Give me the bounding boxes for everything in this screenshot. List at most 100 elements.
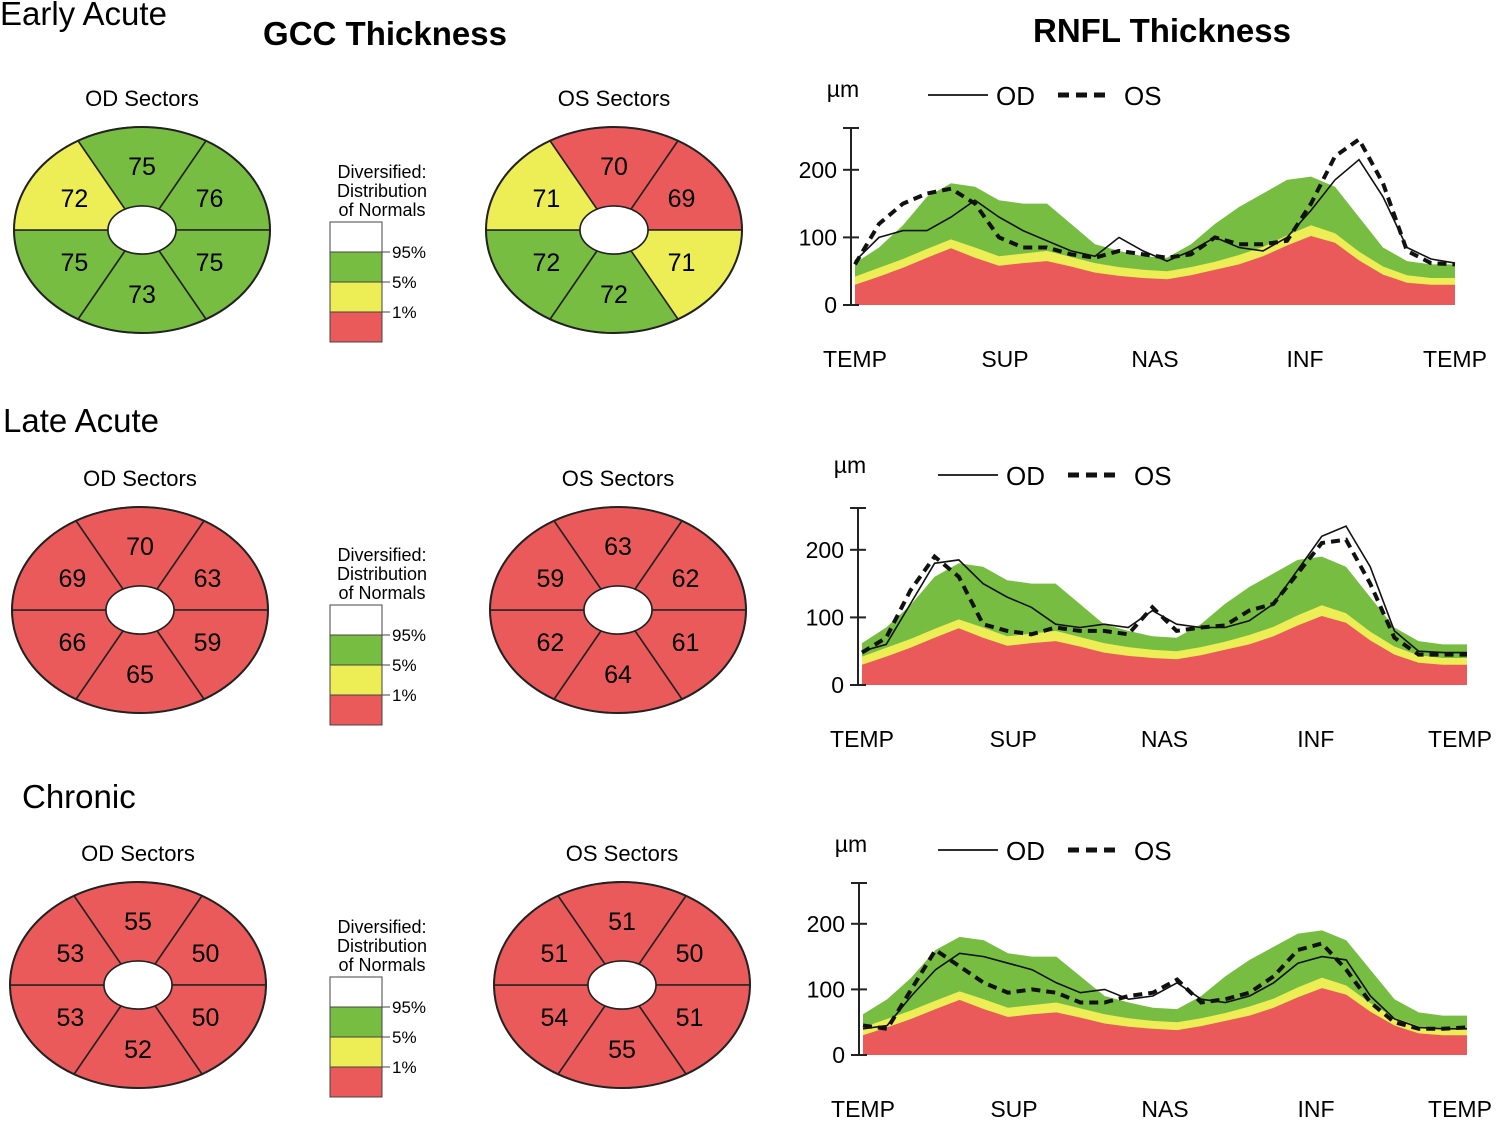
x-category-label: INF	[1286, 346, 1323, 372]
x-category-label: TEMP	[830, 726, 894, 752]
od-sector-value: 53	[57, 1004, 85, 1032]
od-sector-value: 52	[124, 1036, 152, 1064]
legend-swatch	[329, 694, 383, 726]
od-sector-value: 75	[61, 249, 89, 277]
legend-title-line: Distribution	[337, 564, 427, 584]
os-sectors-title-0: OS Sectors	[558, 86, 670, 111]
os-center-hole	[587, 960, 657, 1010]
legend-band-label: 1%	[392, 303, 417, 322]
series-line-os	[853, 136, 1456, 267]
os-sector-diagram-0: 70 69 71 72 72 71	[485, 126, 743, 334]
od-sector-value: 50	[192, 940, 220, 968]
x-category-label: TEMP	[1428, 1096, 1492, 1121]
os-sector-value: 72	[533, 249, 561, 277]
legend-band-label: 95%	[392, 998, 426, 1017]
od-center-hole	[105, 585, 175, 635]
legend-title-line: Diversified:	[337, 917, 426, 937]
x-category-label: TEMP	[831, 1096, 895, 1121]
series-line-od	[862, 952, 1467, 1030]
x-category-label: SUP	[990, 1096, 1037, 1121]
od-sector-value: 53	[57, 940, 85, 968]
y-tick-label: 200	[807, 911, 845, 937]
od-sector-outline	[9, 881, 267, 1089]
stage-label-0: Early Acute	[0, 0, 167, 32]
gcc-thickness-title: GCC Thickness	[263, 15, 507, 52]
rnfl-chart-2: 0 100 200 µm OD OS TEMP SUP NAS INF TEMP	[807, 831, 1492, 1121]
legend-od-label: OD	[1006, 461, 1045, 491]
os-sector-value: 70	[600, 153, 628, 181]
os-sector-value: 63	[604, 533, 632, 561]
od-sector-value: 63	[194, 565, 222, 593]
stage-label-1: Late Acute	[3, 402, 159, 439]
od-sector-value: 76	[196, 185, 224, 213]
od-sector-value: 55	[124, 908, 152, 936]
od-sector-value: 66	[59, 629, 87, 657]
legend-band-label: 5%	[392, 656, 417, 675]
legend-od-label: OD	[1006, 836, 1045, 866]
od-sector-diagram-1: 70 63 59 65 66 69	[11, 506, 269, 714]
legend-title-line: of Normals	[338, 200, 425, 220]
od-sector-value: 65	[126, 661, 154, 689]
os-sector-outline	[485, 126, 743, 334]
legend-title-line: of Normals	[338, 955, 425, 975]
y-axis-label: µm	[835, 831, 867, 857]
os-sector-value: 61	[672, 629, 700, 657]
rnfl-chart-0: 0 100 200 µm OD OS TEMP SUP NAS INF TEMP	[799, 76, 1487, 372]
legend-swatch	[329, 976, 383, 1008]
od-center-hole	[107, 205, 177, 255]
od-sector-diagram-0: 75 76 75 73 75 72	[13, 126, 271, 334]
legend-band-label: 5%	[392, 1028, 417, 1047]
od-sectors-title-2: OD Sectors	[81, 841, 195, 866]
os-sector-diagram-1: 63 62 61 64 62 59	[489, 506, 747, 714]
os-sectors-title-1: OS Sectors	[562, 466, 674, 491]
x-category-label: INF	[1297, 726, 1334, 752]
legend-band-label: 1%	[392, 1058, 417, 1077]
x-category-label: NAS	[1141, 1096, 1188, 1121]
rnfl-thickness-title: RNFL Thickness	[1033, 12, 1291, 49]
legend-swatch	[329, 1036, 383, 1068]
series-line-os	[860, 537, 1467, 657]
y-tick-label: 100	[806, 604, 844, 630]
od-sector-value: 69	[59, 565, 87, 593]
y-tick-label: 100	[807, 976, 845, 1002]
os-sector-value: 71	[533, 185, 561, 213]
legend-title-line: Diversified:	[337, 545, 426, 565]
rnfl-chart-1: 0 100 200 µm OD OS TEMP SUP NAS INF TEMP	[806, 452, 1492, 752]
od-sectors-title-1: OD Sectors	[83, 466, 197, 491]
os-sector-value: 54	[541, 1004, 569, 1032]
x-category-label: INF	[1297, 1096, 1334, 1121]
os-center-hole	[579, 205, 649, 255]
os-sector-value: 62	[672, 565, 700, 593]
normative-band-1pct	[862, 616, 1467, 685]
y-axis-label: µm	[834, 452, 866, 478]
y-axis-label: µm	[827, 76, 859, 102]
os-sector-outline	[493, 881, 751, 1089]
os-sector-value: 50	[676, 940, 704, 968]
os-sector-value: 71	[668, 249, 696, 277]
od-sector-value: 75	[196, 249, 224, 277]
legend-os-label: OS	[1134, 461, 1172, 491]
x-category-label: NAS	[1131, 346, 1178, 372]
stage-label-2: Chronic	[22, 778, 136, 815]
os-sector-value: 64	[604, 661, 632, 689]
os-sector-value: 59	[537, 565, 565, 593]
legend-title-line: of Normals	[338, 583, 425, 603]
y-tick-label: 200	[799, 157, 837, 183]
x-category-label: SUP	[981, 346, 1028, 372]
x-category-label: TEMP	[823, 346, 887, 372]
od-sector-value: 72	[61, 185, 89, 213]
legend-swatch	[329, 1006, 383, 1038]
os-sectors-title-2: OS Sectors	[566, 841, 678, 866]
y-tick-label: 100	[799, 224, 837, 250]
y-tick-label: 0	[832, 1042, 845, 1068]
od-sector-value: 50	[192, 1004, 220, 1032]
od-sector-diagram-2: 55 50 50 52 53 53	[9, 881, 267, 1089]
legend-band-label: 1%	[392, 686, 417, 705]
legend-swatch	[329, 311, 383, 343]
os-sector-value: 72	[600, 281, 628, 309]
od-sector-outline	[13, 126, 271, 334]
